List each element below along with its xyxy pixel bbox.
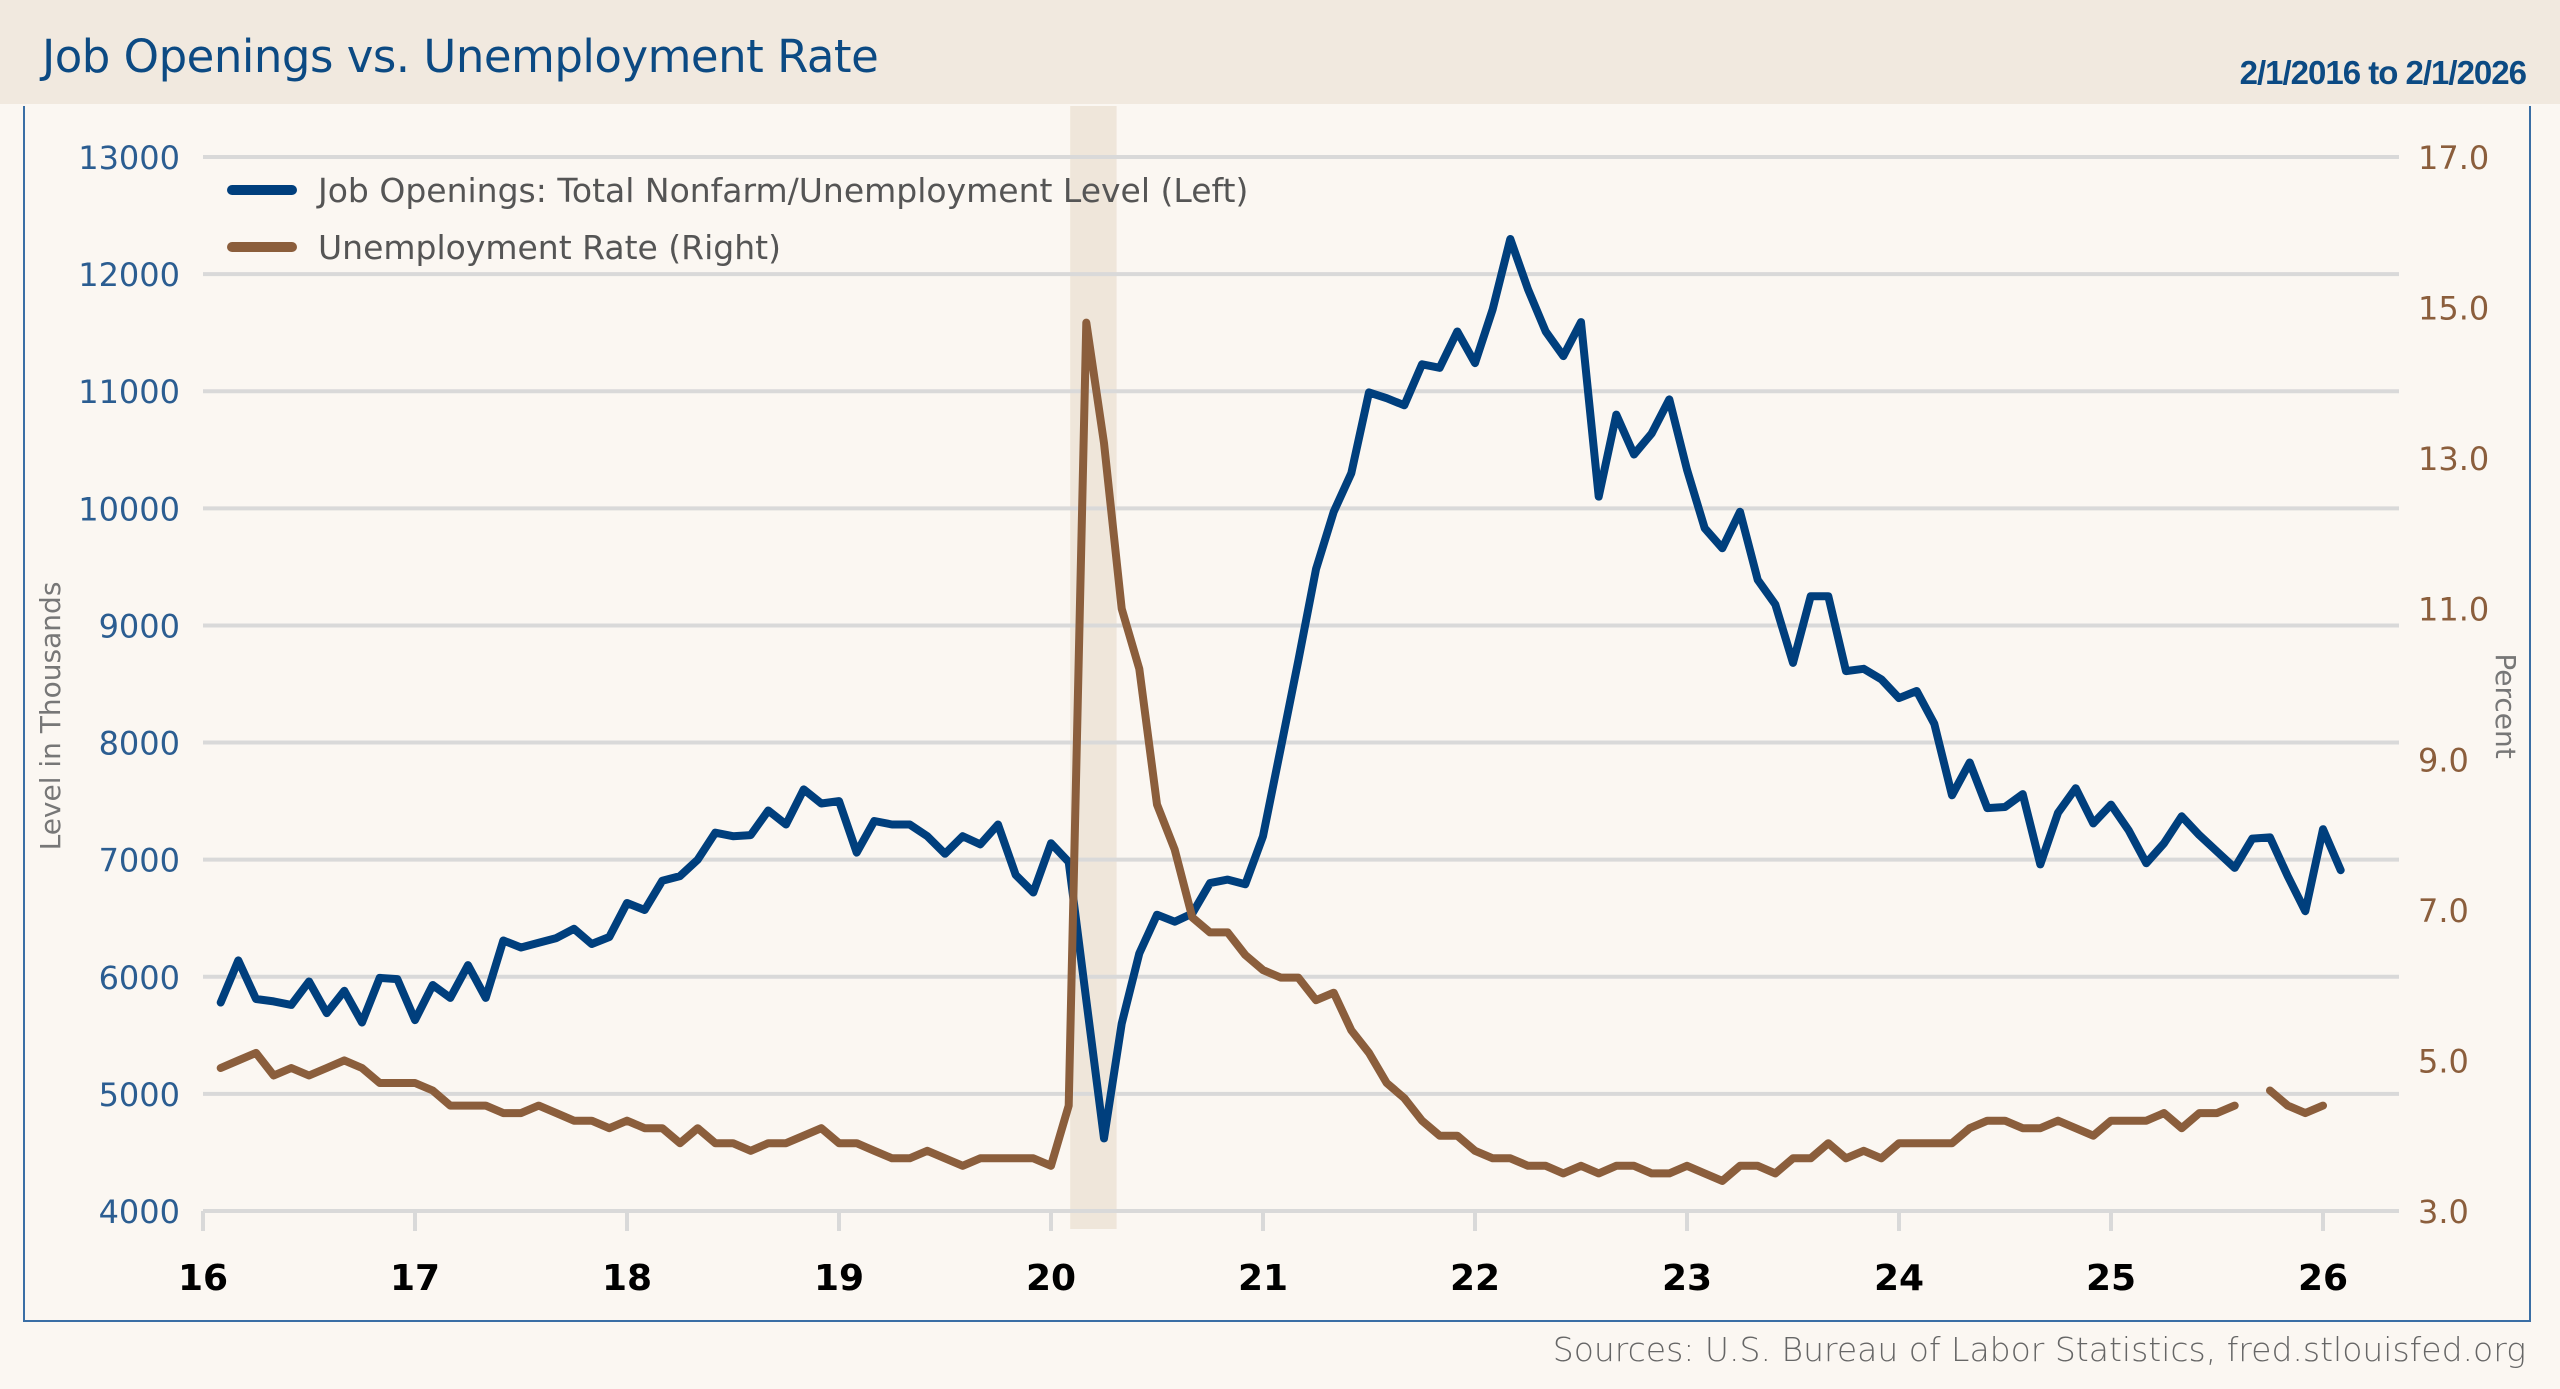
legend-label-unemployment: Unemployment Rate (Right) [318, 228, 781, 267]
y-left-tick-label: 10000 [78, 490, 180, 528]
job-openings-line [216, 235, 2345, 1143]
y-left-tick-label: 8000 [99, 725, 180, 763]
y-axis-left-title: Level in Thousands [34, 582, 67, 851]
x-tick-label: 18 [602, 1258, 652, 1299]
y-axis-left-labels: 4000 5000 6000 7000 8000 9000 10000 11000 12000 1… [78, 139, 180, 1231]
series-lines [216, 235, 2345, 1185]
x-axis-ticks: 16 17 18 19 20 21 22 23 24 25 26 [178, 1211, 2348, 1299]
y-right-tick-label: 5.0 [2418, 1042, 2469, 1080]
y-right-tick-label: 17.0 [2418, 139, 2489, 177]
date-range: 2/1/2016 to 2/1/2026 [2239, 54, 2527, 91]
x-tick-label: 26 [2298, 1258, 2348, 1299]
chart-frame [23, 106, 2531, 1322]
y-left-tick-label: 11000 [78, 373, 180, 411]
y-left-tick-label: 13000 [78, 139, 180, 177]
y-axis-right-labels: 3.0 5.0 7.0 9.0 11.0 13.0 15.0 17.0 [2418, 139, 2489, 1231]
x-tick-label: 22 [1450, 1258, 1500, 1299]
x-tick-label: 21 [1238, 1258, 1288, 1299]
y-left-tick-label: 12000 [78, 256, 180, 294]
y-right-tick-label: 15.0 [2418, 290, 2489, 328]
source-note: Sources: U.S. Bureau of Labor Statistics… [1552, 1330, 2526, 1369]
legend: Job Openings: Total Nonfarm/Unemployment… [227, 171, 1248, 267]
y-left-tick-label: 9000 [99, 607, 180, 645]
y-right-tick-label: 11.0 [2418, 591, 2489, 629]
y-axis-right-title: Percent [2489, 653, 2522, 758]
y-right-tick-label: 3.0 [2418, 1193, 2469, 1231]
x-tick-label: 20 [1026, 1258, 1076, 1299]
header-band: Job Openings vs. Unemployment Rate 2/1/2… [0, 0, 2560, 104]
y-left-tick-label: 7000 [99, 842, 180, 880]
x-tick-label: 23 [1662, 1258, 1712, 1299]
y-left-tick-label: 6000 [99, 959, 180, 997]
gridlines [203, 155, 2399, 1213]
unemployment-rate-line [216, 318, 2327, 1185]
y-right-tick-label: 9.0 [2418, 741, 2469, 779]
x-tick-label: 17 [390, 1258, 440, 1299]
legend-label-job-openings: Job Openings: Total Nonfarm/Unemployment… [316, 171, 1248, 210]
y-left-tick-label: 5000 [99, 1076, 180, 1114]
y-left-tick-label: 4000 [99, 1193, 180, 1231]
x-tick-label: 19 [814, 1258, 864, 1299]
y-right-tick-label: 7.0 [2418, 892, 2469, 930]
x-tick-label: 24 [1874, 1258, 1924, 1299]
y-right-tick-label: 13.0 [2418, 440, 2489, 478]
chart-title: Job Openings vs. Unemployment Rate [42, 30, 879, 83]
x-tick-label: 25 [2086, 1258, 2136, 1299]
x-tick-label: 16 [178, 1258, 228, 1299]
